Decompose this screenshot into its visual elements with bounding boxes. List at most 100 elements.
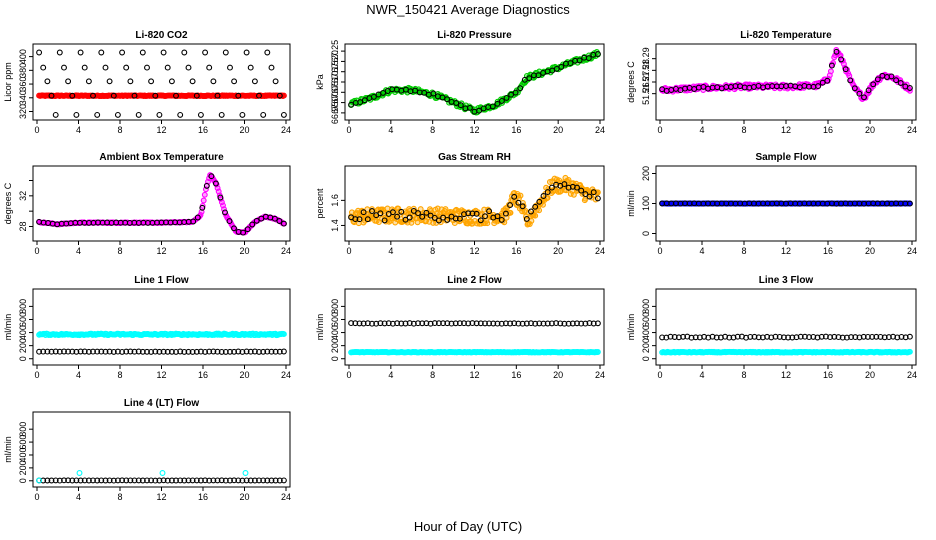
data-point xyxy=(561,181,568,188)
data-point xyxy=(824,77,831,84)
y-axis-label: degrees C xyxy=(626,61,636,103)
data-point xyxy=(906,200,913,207)
data-point xyxy=(465,210,472,217)
data-point xyxy=(173,477,179,484)
data-point xyxy=(856,90,863,97)
data-point xyxy=(148,348,155,355)
x-tick-label: 4 xyxy=(699,370,704,380)
data-point xyxy=(177,111,184,118)
data-point xyxy=(517,192,524,199)
data-point xyxy=(98,477,105,484)
data-point xyxy=(490,320,497,327)
x-tick-label: 16 xyxy=(823,125,833,135)
x-tick-label: 8 xyxy=(430,246,435,256)
data-point xyxy=(574,184,580,191)
series-cal xyxy=(348,181,601,224)
x-tick-label: 20 xyxy=(239,125,249,135)
x-tick-label: 24 xyxy=(281,125,291,135)
data-point xyxy=(548,184,555,191)
data-point xyxy=(557,320,564,327)
data-point xyxy=(73,477,80,484)
series-cal-high xyxy=(36,49,287,118)
data-point xyxy=(585,55,592,62)
x-axis-caption: Hour of Day (UTC) xyxy=(414,519,522,534)
data-point xyxy=(507,209,514,216)
data-point xyxy=(239,111,246,118)
data-point xyxy=(667,333,674,340)
x-tick-label: 8 xyxy=(741,370,746,380)
data-point xyxy=(465,320,472,327)
data-point xyxy=(515,199,522,206)
y-tick-label: 67.20 xyxy=(330,50,340,73)
data-point xyxy=(442,206,449,213)
data-point xyxy=(444,216,451,223)
data-point xyxy=(202,348,209,355)
data-point xyxy=(377,320,384,327)
x-tick-label: 24 xyxy=(281,246,291,256)
data-point xyxy=(801,333,808,340)
data-point xyxy=(469,210,476,217)
data-point xyxy=(888,73,895,80)
data-point xyxy=(160,477,167,484)
data-point xyxy=(675,334,682,341)
data-point xyxy=(240,229,247,236)
x-tick-label: 12 xyxy=(781,246,791,256)
data-point xyxy=(833,48,840,55)
data-point xyxy=(264,477,271,484)
panel-title: Li-820 Temperature xyxy=(740,30,832,41)
data-point xyxy=(44,477,51,484)
data-point xyxy=(822,333,829,340)
data-point xyxy=(139,348,146,355)
x-tick-label: 16 xyxy=(198,492,208,502)
data-point xyxy=(361,97,368,104)
data-point xyxy=(40,64,47,71)
data-point xyxy=(152,348,159,355)
data-point xyxy=(528,208,534,215)
panel-title: Li-820 CO2 xyxy=(135,30,188,41)
y-tick-label: 0 xyxy=(18,478,28,483)
data-point xyxy=(498,216,505,223)
x-tick-label: 12 xyxy=(469,246,479,256)
data-point xyxy=(486,208,493,215)
data-point xyxy=(251,78,258,85)
data-point xyxy=(893,77,900,84)
data-point xyxy=(135,111,142,118)
data-point xyxy=(242,470,249,476)
data-point xyxy=(164,477,171,484)
panel-gas-rh: Gas Stream RH percent 0 4 8 12 16 20 24 1.4 1.6 xyxy=(315,152,605,256)
data-point xyxy=(200,197,207,204)
series-cal xyxy=(659,48,913,101)
data-point xyxy=(692,334,699,341)
data-point xyxy=(152,92,159,99)
data-point xyxy=(102,348,109,355)
y-tick-label: 200 xyxy=(18,460,28,475)
data-point xyxy=(586,320,593,327)
data-point xyxy=(870,81,877,88)
data-point xyxy=(48,348,55,355)
data-point xyxy=(52,348,59,355)
data-point xyxy=(881,334,888,341)
data-point xyxy=(110,477,117,484)
data-point xyxy=(56,49,63,56)
data-point xyxy=(227,64,233,71)
data-point xyxy=(76,470,83,476)
data-point xyxy=(48,92,55,99)
data-point xyxy=(476,107,483,114)
data-point xyxy=(280,348,287,355)
data-point xyxy=(36,348,43,355)
data-point xyxy=(243,477,250,484)
data-point xyxy=(119,348,126,355)
data-point xyxy=(131,348,138,355)
data-point xyxy=(206,348,213,355)
data-point xyxy=(243,348,250,355)
data-point xyxy=(582,191,589,198)
data-point xyxy=(847,77,854,84)
data-point xyxy=(356,320,363,327)
data-point xyxy=(381,217,388,224)
y-tick-label: 0 xyxy=(641,231,651,236)
data-point xyxy=(828,62,835,69)
data-point xyxy=(231,225,237,232)
data-point xyxy=(218,111,225,118)
y-tick-label: 800 xyxy=(18,299,28,314)
